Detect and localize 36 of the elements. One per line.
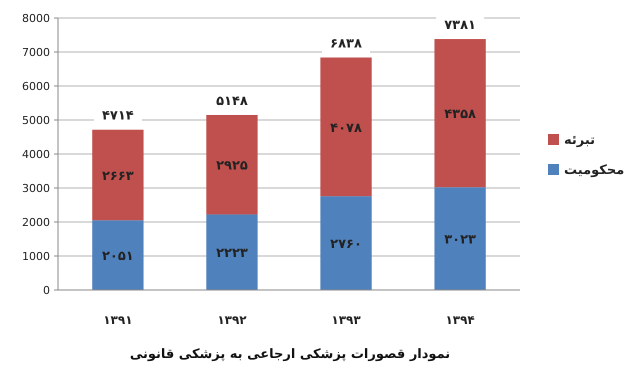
x-tick-label: ۱۳۹۱: [103, 313, 133, 327]
y-tick-label: 8000: [22, 12, 50, 25]
legend-label: محکومیت: [564, 163, 624, 178]
legend-label: تبرئه: [564, 133, 596, 148]
data-label: ۲۶۶۳: [102, 168, 134, 184]
data-label: ۲۰۵۱: [102, 249, 134, 264]
data-label: ۴۳۵۸: [444, 107, 476, 122]
total-label: ۴۷۱۴: [102, 108, 134, 124]
text: نمودار قصورات پزشکی ارجاعی به پزشکی قانونی: [130, 347, 450, 362]
bar: [434, 39, 486, 188]
y-tick-label: 2000: [22, 216, 50, 229]
y-tick-label: 5000: [22, 114, 50, 127]
y-tick-label: 7000: [22, 46, 50, 59]
data-label: ۲۲۲۳: [216, 246, 248, 262]
data-label: ۳۰۲۳: [444, 232, 476, 248]
bar: [206, 214, 258, 290]
data-label: ۴۰۷۸: [330, 120, 362, 136]
data-label: ۲۷۶۰: [330, 237, 362, 252]
bar: [92, 220, 144, 290]
x-tick-label: ۱۳۹۲: [217, 313, 248, 327]
x-tick-label: ۱۳۹۳: [331, 313, 362, 327]
total-label: ۵۱۴۸: [216, 94, 248, 109]
bar: [206, 114, 258, 214]
bar: [320, 58, 372, 196]
x-tick-label: ۱۳۹۴: [445, 313, 475, 327]
bar: [92, 130, 144, 220]
y-tick-label: 3000: [22, 182, 50, 195]
y-tick-label: 1000: [22, 250, 50, 263]
y-tick-label: 0: [43, 284, 50, 297]
data-label: ۲۹۲۵: [216, 158, 248, 174]
total-label: ۷۳۸۱: [444, 18, 476, 34]
bar: [320, 196, 372, 290]
bar: [434, 187, 486, 290]
y-tick-label: 4000: [22, 148, 50, 161]
total-label: ۶۸۳۸: [330, 36, 362, 52]
y-tick-label: 6000: [22, 80, 50, 93]
